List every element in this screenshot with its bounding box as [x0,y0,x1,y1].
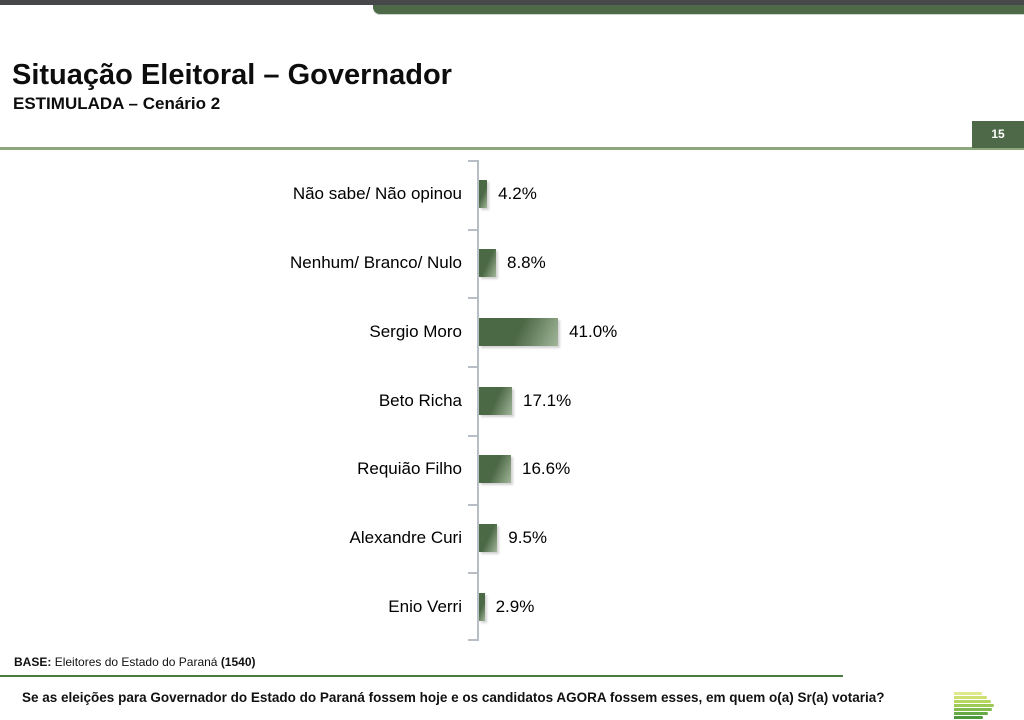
value-label: 2.9% [495,596,535,616]
value-label: 8.8% [507,253,546,273]
page-number-badge: 15 [972,121,1024,148]
category-label: Enio Verri [388,596,462,616]
value-label: 9.5% [508,527,548,547]
bar [479,592,485,621]
bar [479,249,496,278]
category-label: Sergio Moro [369,321,462,341]
base-label: BASE: [14,655,52,669]
bar [479,317,559,346]
footer-divider [0,675,843,677]
chart-row: Beto Richa 17.1% [0,366,1024,435]
top-gray-strip [0,0,1024,5]
category-label: Nenhum/ Branco/ Nulo [290,253,462,273]
logo-stripe [954,708,992,711]
bar-area: 9.5% [479,523,548,552]
logo-stripe [954,700,991,703]
bar-chart: Não sabe/ Não opinou 4.2% Nenhum/ Branco/ … [0,160,1024,643]
axis-tick [468,435,477,437]
axis-tick [468,366,477,368]
bar-area: 16.6% [479,455,571,484]
logo-stripe [954,716,983,719]
chart-row: Sergio Moro 41.0% [0,297,1024,366]
header-divider [0,147,1024,150]
striped-bars-logo [954,692,994,719]
bar-area: 2.9% [479,592,535,621]
axis-tick [468,229,477,231]
chart-row: Enio Verri 2.9% [0,572,1024,641]
survey-question: Se as eleições para Governador do Estado… [22,690,885,705]
logo-stripe [954,696,987,699]
bar-area: 17.1% [479,386,572,415]
page-title: Situação Eleitoral – Governador [12,59,452,91]
chart-row: Requião Filho 16.6% [0,435,1024,504]
bar [479,455,511,484]
bar [479,180,488,209]
base-note: BASE: Eleitores do Estado do Paraná (154… [14,655,256,669]
base-count: (1540) [220,655,256,669]
category-label: Requião Filho [357,459,462,479]
chart-rows: Não sabe/ Não opinou 4.2% Nenhum/ Branco/ … [0,160,1024,641]
axis-tick [468,160,477,162]
category-label: Alexandre Curi [349,527,462,547]
logo-stripe [954,712,988,715]
bar [479,523,498,552]
chart-axis-line [477,160,479,641]
page-subtitle: ESTIMULADA – Cenário 2 [13,94,221,113]
chart-row: Alexandre Curi 9.5% [0,504,1024,573]
axis-tick [468,572,477,574]
bar-area: 8.8% [479,249,546,278]
chart-row: Não sabe/ Não opinou 4.2% [0,160,1024,229]
axis-tick [468,504,477,506]
logo-stripe [954,704,994,707]
chart-row: Nenhum/ Branco/ Nulo 8.8% [0,229,1024,298]
value-label: 4.2% [498,184,537,204]
bar-area: 41.0% [479,317,618,346]
axis-tick [468,297,477,299]
category-label: Beto Richa [378,390,462,410]
axis-tick [468,639,477,641]
category-label: Não sabe/ Não opinou [292,184,462,204]
logo-stripe [954,692,982,695]
base-text: Eleitores do Estado do Paraná [54,655,218,669]
value-label: 41.0% [569,321,618,341]
value-label: 17.1% [523,390,572,410]
bar-area: 4.2% [479,180,537,209]
value-label: 16.6% [522,459,571,479]
bar [479,386,512,415]
